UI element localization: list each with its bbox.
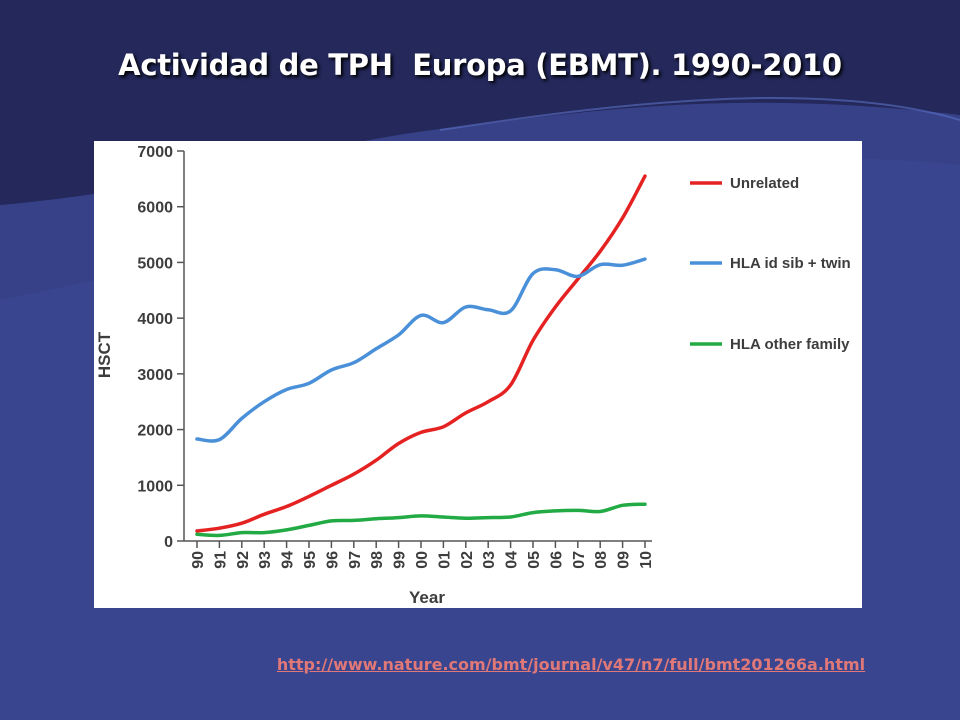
x-tick-label: 06 bbox=[548, 551, 565, 569]
legend-label-0: Unrelated bbox=[730, 175, 799, 192]
x-tick-label: 98 bbox=[369, 551, 386, 569]
series-line-0 bbox=[195, 174, 647, 533]
x-tick-label: 97 bbox=[347, 551, 364, 569]
y-tick-label: 3000 bbox=[137, 367, 173, 384]
x-axis-ticks: 90 91 92 93 94 95 96 97 98 99 00 01 02 03 04 05 06 07 08 09… bbox=[190, 541, 655, 569]
x-tick-label: 00 bbox=[414, 551, 431, 569]
x-tick-label: 08 bbox=[593, 551, 610, 569]
x-axis-title: Year bbox=[409, 588, 445, 607]
series-lines bbox=[195, 174, 647, 538]
y-tick-label: 2000 bbox=[137, 423, 173, 440]
source-link[interactable]: http://www.nature.com/bmt/journal/v47/n7… bbox=[276, 655, 866, 674]
legend-label-1: HLA id sib + twin bbox=[730, 255, 851, 272]
y-axis-ticks: 0 1000 2000 3000 4000 5000 6000 7000 bbox=[137, 144, 184, 551]
y-axis-title: HSCT bbox=[95, 331, 114, 378]
slide-title: Actividad de TPH Europa (EBMT). 1990-201… bbox=[118, 48, 842, 82]
series-line-1 bbox=[195, 257, 647, 443]
y-tick-label: 7000 bbox=[137, 144, 173, 161]
legend: Unrelated HLA id sib + twin HLA other fami… bbox=[690, 175, 851, 353]
x-tick-label: 94 bbox=[280, 551, 297, 569]
y-tick-label: 5000 bbox=[137, 255, 173, 272]
x-tick-label: 95 bbox=[302, 551, 319, 569]
x-tick-label: 04 bbox=[504, 551, 521, 569]
x-tick-label: 02 bbox=[459, 551, 476, 569]
x-tick-label: 96 bbox=[324, 551, 341, 569]
x-tick-label: 01 bbox=[436, 551, 453, 569]
x-tick-label: 10 bbox=[638, 551, 655, 569]
x-tick-label: 90 bbox=[190, 551, 207, 569]
x-tick-label: 91 bbox=[212, 551, 229, 569]
x-tick-label: 09 bbox=[616, 551, 633, 569]
x-tick-label: 99 bbox=[392, 551, 409, 569]
x-tick-label: 92 bbox=[235, 551, 252, 569]
x-tick-label: 05 bbox=[526, 551, 543, 569]
y-tick-label: 6000 bbox=[137, 200, 173, 217]
y-tick-label: 0 bbox=[164, 534, 173, 551]
x-tick-label: 93 bbox=[257, 551, 274, 569]
x-tick-label: 07 bbox=[571, 551, 588, 569]
y-tick-label: 1000 bbox=[137, 478, 173, 495]
chart-panel: 0 1000 2000 3000 4000 5000 6000 7000 90 91 92 93 94… bbox=[94, 141, 862, 608]
y-tick-label: 4000 bbox=[137, 311, 173, 328]
series-line-2 bbox=[195, 502, 647, 538]
legend-label-2: HLA other family bbox=[730, 336, 850, 353]
x-tick-label: 03 bbox=[481, 551, 498, 569]
